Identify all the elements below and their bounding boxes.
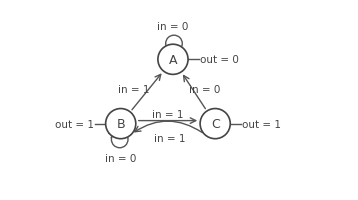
- Text: B: B: [116, 118, 125, 130]
- Text: in = 1: in = 1: [152, 109, 184, 119]
- Text: in = 0: in = 0: [105, 153, 136, 163]
- Text: in = 1: in = 1: [118, 85, 150, 95]
- Text: A: A: [169, 54, 177, 66]
- Text: C: C: [211, 118, 219, 130]
- Text: out = 1: out = 1: [54, 119, 93, 129]
- Text: in = 0: in = 0: [157, 22, 189, 32]
- Text: in = 1: in = 1: [154, 133, 186, 143]
- Circle shape: [106, 109, 136, 139]
- Text: out = 0: out = 0: [200, 55, 239, 65]
- Text: out = 1: out = 1: [242, 119, 281, 129]
- Text: in = 0: in = 0: [189, 85, 221, 95]
- Circle shape: [200, 109, 230, 139]
- Circle shape: [158, 45, 188, 75]
